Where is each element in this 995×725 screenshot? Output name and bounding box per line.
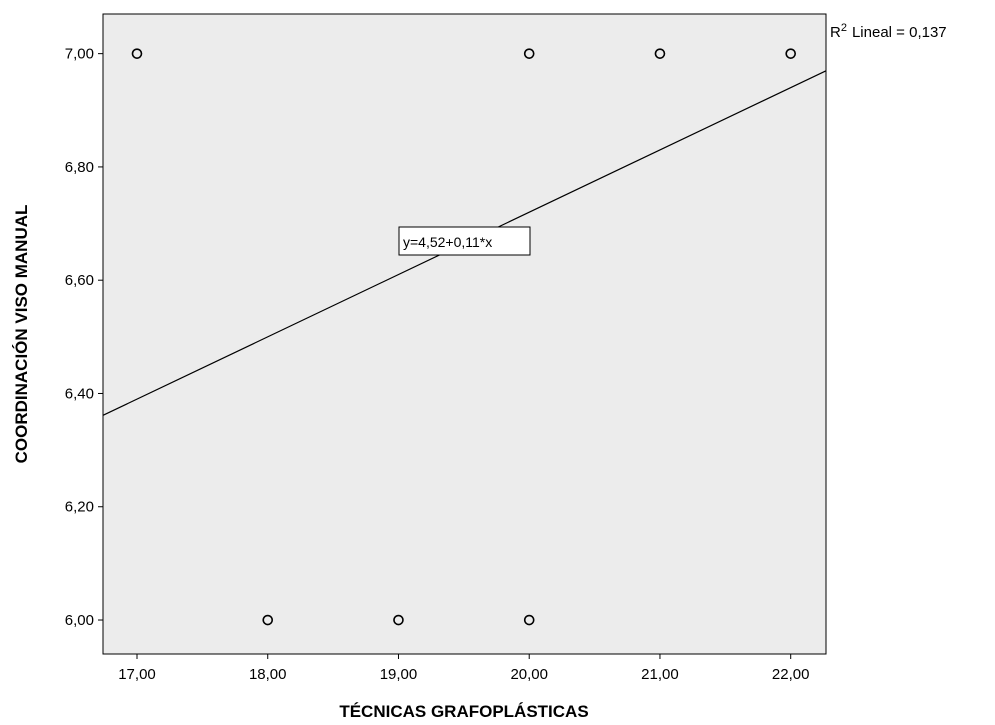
r-squared-value: Lineal = 0,137 bbox=[852, 24, 947, 41]
data-point bbox=[523, 614, 535, 626]
x-tick-label: 19,00 bbox=[380, 666, 418, 683]
x-axis-title: TÉCNICAS GRAFOPLÁSTICAS bbox=[339, 702, 588, 721]
data-point bbox=[523, 48, 535, 59]
y-tick-label: 6,80 bbox=[65, 159, 94, 176]
y-tick-label: 6,00 bbox=[65, 612, 94, 629]
r-squared-prefix: R bbox=[830, 24, 841, 41]
data-point bbox=[785, 48, 796, 59]
equation-box-border bbox=[398, 226, 531, 256]
x-tick-label: 22,00 bbox=[772, 666, 810, 683]
y-tick-label: 6,40 bbox=[65, 385, 94, 402]
y-tick-label: 6,20 bbox=[65, 499, 94, 516]
x-tick-label: 17,00 bbox=[118, 666, 156, 683]
x-tick-label: 20,00 bbox=[510, 666, 548, 683]
y-tick-label: 6,60 bbox=[65, 272, 94, 289]
x-tick-label: 18,00 bbox=[249, 666, 287, 683]
y-axis-title: COORDINACIÓN VISO MANUAL bbox=[12, 205, 31, 464]
x-axis: 17,00 18,00 19,00 20,00 21,00 22,00 bbox=[118, 654, 809, 683]
data-point bbox=[393, 614, 404, 626]
x-tick-label: 21,00 bbox=[641, 666, 679, 683]
plot-area bbox=[102, 13, 827, 655]
r-squared-label: R2 Lineal = 0,137 bbox=[830, 22, 947, 41]
equation-label: y=4,52+0,11*x bbox=[403, 234, 492, 250]
data-points bbox=[131, 48, 796, 626]
data-point bbox=[654, 48, 666, 59]
equation-label-box: y=4,52+0,11*x bbox=[398, 226, 531, 256]
y-tick-label: 7,00 bbox=[65, 46, 94, 63]
data-point bbox=[131, 48, 143, 59]
data-point bbox=[262, 614, 274, 626]
r-squared-superscript: 2 bbox=[841, 22, 847, 34]
y-axis: 6,00 6,20 6,40 6,60 6,80 7,00 bbox=[65, 46, 103, 629]
